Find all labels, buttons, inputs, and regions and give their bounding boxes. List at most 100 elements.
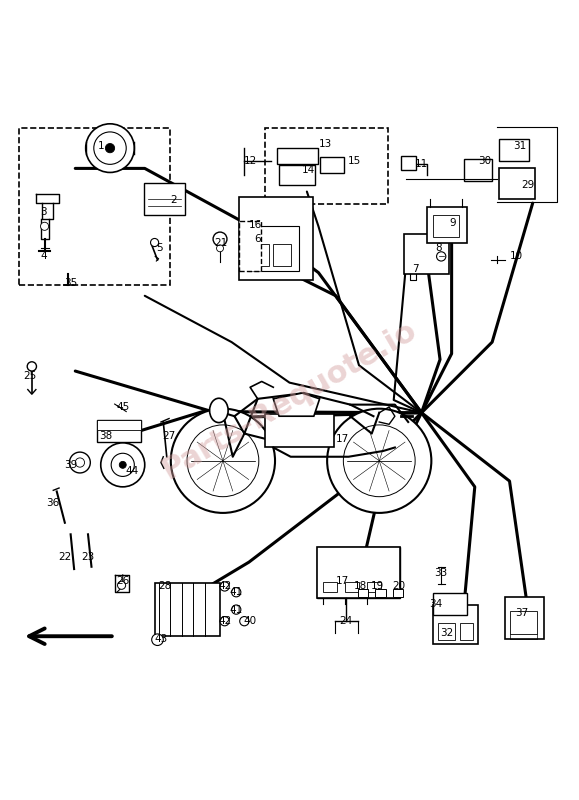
Circle shape [27,362,36,371]
Text: 36: 36 [47,498,60,508]
Text: 5: 5 [156,243,163,254]
Circle shape [220,617,229,626]
Circle shape [119,462,126,468]
Circle shape [69,452,90,473]
Bar [427,206,467,242]
Text: 12: 12 [244,157,256,166]
Circle shape [220,582,229,591]
Text: 41: 41 [230,587,243,598]
Bar [279,165,315,185]
Circle shape [232,605,241,614]
Text: 7: 7 [412,264,419,274]
Text: 42: 42 [218,582,231,591]
Text: 15: 15 [348,157,361,166]
Circle shape [437,252,446,261]
Bar [404,234,449,274]
Text: 17: 17 [336,576,349,586]
Text: 21: 21 [215,238,228,247]
Circle shape [111,454,134,477]
Text: 6: 6 [254,234,261,244]
Text: 32: 32 [441,628,453,638]
Text: 44: 44 [126,466,138,476]
Text: 25: 25 [24,370,36,381]
Text: 19: 19 [371,582,384,591]
Text: 43: 43 [155,634,167,643]
Circle shape [171,409,275,513]
Circle shape [151,238,159,246]
Circle shape [41,222,49,230]
Text: 16: 16 [250,220,262,230]
Text: 1: 1 [98,142,105,151]
Bar [499,168,535,198]
Bar [375,589,386,597]
Circle shape [94,132,126,164]
Circle shape [118,582,126,590]
Text: 23: 23 [82,553,94,562]
Text: 40: 40 [244,616,256,626]
Bar [345,582,359,592]
Circle shape [86,124,134,173]
Text: 39: 39 [64,460,77,470]
Bar [401,156,416,170]
Text: 37: 37 [516,608,529,618]
Bar [320,157,344,173]
Text: 8: 8 [435,243,442,254]
Text: 27: 27 [163,431,175,441]
Text: 31: 31 [514,142,526,151]
Text: 41: 41 [230,605,243,614]
Text: 45: 45 [116,402,129,412]
Text: 9: 9 [449,218,456,229]
Bar [433,605,478,644]
Text: 33: 33 [435,567,448,578]
Bar [367,582,381,592]
Bar [505,597,544,638]
Bar [460,623,473,640]
Text: 26: 26 [116,576,129,586]
Text: 24: 24 [340,616,353,626]
Text: 3: 3 [40,207,47,217]
Text: 35: 35 [64,278,77,288]
Bar [97,420,141,430]
Circle shape [75,458,85,467]
Bar [499,139,529,162]
Circle shape [343,425,415,497]
Circle shape [187,425,259,497]
Circle shape [105,143,115,153]
Text: 34: 34 [429,599,442,609]
Bar [438,623,455,640]
Bar [155,583,220,636]
Bar [358,589,368,597]
Bar [433,594,467,615]
Circle shape [232,587,241,597]
Text: Parts-Requote.io: Parts-Requote.io [157,315,422,485]
Bar [433,214,459,237]
Text: 14: 14 [302,165,314,174]
Text: 22: 22 [58,553,71,562]
Text: 30: 30 [479,157,492,166]
Text: 2: 2 [170,195,177,206]
Ellipse shape [210,398,228,422]
Text: 29: 29 [522,180,534,190]
Text: 20: 20 [392,582,405,591]
Text: 18: 18 [354,582,367,591]
Text: 28: 28 [159,582,171,591]
Circle shape [327,409,431,513]
Text: 42: 42 [218,616,231,626]
Bar [144,183,185,214]
Text: 38: 38 [99,431,112,441]
Bar [317,547,400,598]
Bar [97,420,141,442]
Bar [273,244,291,266]
Bar [250,244,269,266]
Text: 17: 17 [336,434,349,444]
Polygon shape [273,393,320,416]
Circle shape [101,443,145,487]
Bar [239,221,261,271]
Bar [317,547,400,598]
Bar [510,610,537,634]
Circle shape [213,232,227,246]
Text: 13: 13 [319,139,332,149]
Text: 4: 4 [40,251,47,262]
Bar [248,226,299,271]
Bar [393,589,403,597]
